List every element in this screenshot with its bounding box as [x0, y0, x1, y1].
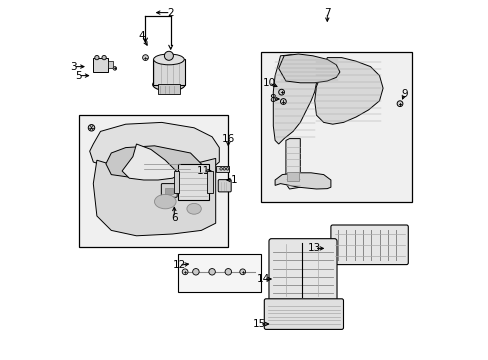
Text: 5: 5	[75, 71, 81, 81]
Ellipse shape	[153, 54, 184, 65]
Text: 8: 8	[269, 94, 275, 104]
Bar	[260, 52, 411, 202]
Ellipse shape	[226, 168, 228, 170]
Text: 1: 1	[230, 175, 237, 185]
Bar	[164, 188, 172, 194]
Text: 11: 11	[196, 166, 209, 176]
Polygon shape	[273, 55, 316, 144]
Polygon shape	[314, 58, 382, 124]
Bar	[79, 115, 228, 247]
FancyBboxPatch shape	[218, 180, 231, 192]
Text: 6: 6	[171, 213, 177, 223]
Bar	[286, 172, 299, 181]
Polygon shape	[275, 173, 330, 189]
Ellipse shape	[208, 269, 215, 275]
Text: 14: 14	[256, 274, 270, 284]
Ellipse shape	[186, 203, 201, 214]
Ellipse shape	[396, 101, 402, 107]
Ellipse shape	[192, 269, 199, 275]
Ellipse shape	[113, 67, 117, 70]
Ellipse shape	[88, 125, 95, 131]
FancyBboxPatch shape	[268, 239, 336, 301]
Polygon shape	[106, 146, 201, 178]
Ellipse shape	[280, 99, 285, 104]
Polygon shape	[285, 139, 300, 189]
Text: 3: 3	[70, 62, 77, 72]
Text: 10: 10	[262, 78, 275, 88]
Ellipse shape	[152, 78, 185, 91]
FancyBboxPatch shape	[161, 184, 177, 197]
Bar	[178, 164, 208, 200]
Bar	[158, 84, 179, 94]
Polygon shape	[152, 59, 185, 85]
Polygon shape	[93, 158, 215, 236]
Polygon shape	[122, 144, 179, 180]
Text: 7: 7	[324, 8, 330, 18]
Bar	[173, 171, 179, 193]
Text: 16: 16	[221, 134, 234, 144]
Ellipse shape	[220, 168, 222, 170]
Ellipse shape	[223, 168, 225, 170]
FancyBboxPatch shape	[330, 225, 407, 265]
Text: 4: 4	[138, 31, 145, 41]
Ellipse shape	[154, 194, 176, 209]
Ellipse shape	[164, 51, 173, 60]
Polygon shape	[89, 122, 219, 175]
Polygon shape	[278, 54, 339, 83]
Text: 2: 2	[167, 8, 174, 18]
Ellipse shape	[182, 269, 187, 275]
Text: 15: 15	[252, 319, 265, 329]
Bar	[178, 254, 260, 292]
Bar	[207, 171, 212, 193]
Text: 9: 9	[401, 89, 407, 99]
Ellipse shape	[95, 55, 99, 60]
Bar	[93, 58, 107, 72]
Ellipse shape	[224, 269, 231, 275]
Text: 13: 13	[307, 243, 321, 253]
Ellipse shape	[142, 55, 148, 60]
Ellipse shape	[278, 89, 284, 95]
Bar	[107, 61, 113, 68]
Ellipse shape	[102, 55, 106, 60]
Ellipse shape	[239, 269, 245, 275]
FancyBboxPatch shape	[264, 299, 343, 329]
Text: 12: 12	[172, 260, 185, 270]
Bar	[215, 166, 229, 172]
